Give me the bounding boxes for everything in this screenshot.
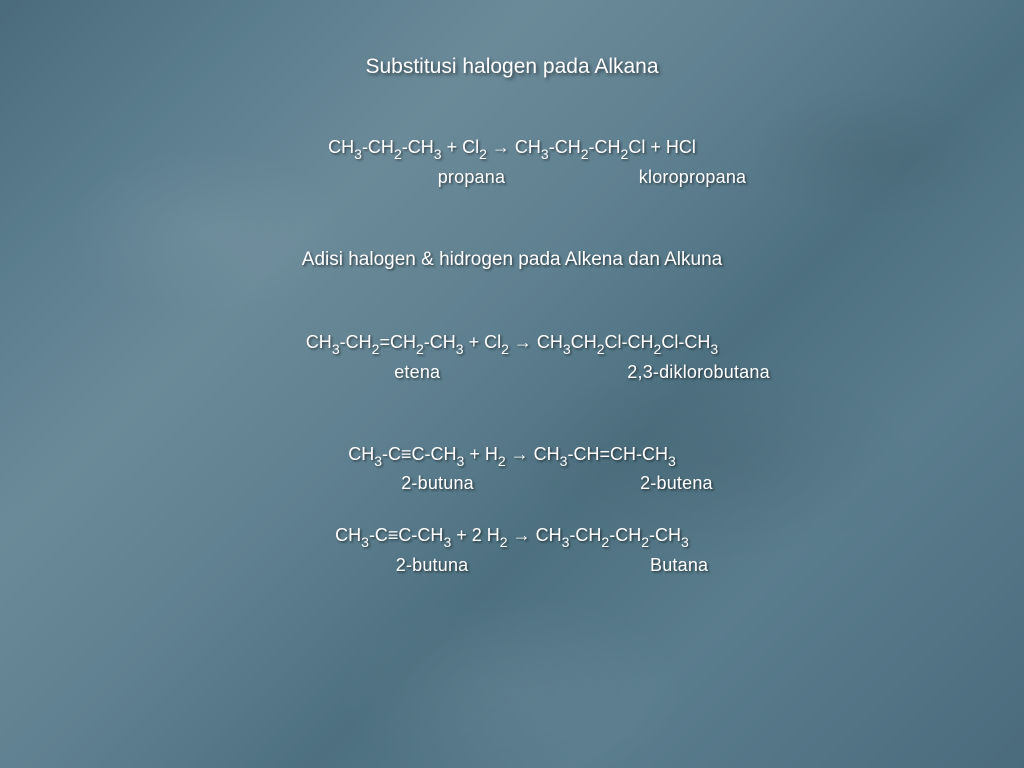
- reaction-3: CH3-C≡C-CH3 + H2 → CH3-CH=CH-CH3 2-butun…: [0, 441, 1024, 498]
- reaction-1-labels: propana kloropropana: [0, 164, 1024, 191]
- r2-label-left: etena: [394, 362, 440, 382]
- r1-reagents: 2: [479, 146, 487, 162]
- r3-lhs2: -C≡C-CH: [382, 444, 457, 464]
- r3-plus: +: [464, 444, 485, 464]
- r2-rhs1: CH: [537, 332, 563, 352]
- r3-arrow: →: [506, 444, 534, 464]
- r3-lhs2s: 3: [457, 453, 465, 469]
- r1-rhs2: -CH: [549, 137, 581, 157]
- r1-rhs3: -CH: [589, 137, 621, 157]
- r2-lhs1s: 3: [332, 341, 340, 357]
- r2-rhs3: Cl-CH: [605, 332, 654, 352]
- r2-rhs2s: 2: [597, 341, 605, 357]
- r1-reagent: Cl: [462, 137, 479, 157]
- r3-rhs2s: 3: [668, 453, 676, 469]
- r2-rhs2: CH: [571, 332, 597, 352]
- r1-rhs1s: 3: [541, 146, 549, 162]
- r3-rhs1: CH: [534, 444, 560, 464]
- r1-plus: +: [442, 137, 463, 157]
- r1-rhs1: CH: [515, 137, 541, 157]
- r2-rhs3s: 2: [654, 341, 662, 357]
- r2-reagent: Cl: [484, 332, 501, 352]
- r4-lhs1s: 3: [361, 534, 369, 550]
- r2-lhs4s: 3: [456, 341, 464, 357]
- r4-reagent: H: [487, 525, 500, 545]
- r4-rhs3: -CH: [609, 525, 641, 545]
- reaction-1-equation: CH3-CH2-CH3 + Cl2 → CH3-CH2-CH2Cl + HCl: [0, 134, 1024, 164]
- reaction-2-equation: CH3-CH2=CH2-CH3 + Cl2 → CH3CH2Cl-CH2Cl-C…: [0, 329, 1024, 359]
- r3-rhs1s: 3: [560, 453, 568, 469]
- r4-lhs2: -C≡C-CH: [369, 525, 444, 545]
- r2-rhs1s: 3: [563, 341, 571, 357]
- r2-lhs3s: 2: [416, 341, 424, 357]
- r2-reagents: 2: [501, 341, 509, 357]
- reaction-2: CH3-CH2=CH2-CH3 + Cl2 → CH3CH2Cl-CH2Cl-C…: [0, 329, 1024, 386]
- r1-rhs2s: 2: [581, 146, 589, 162]
- r2-label-right: 2,3-diklorobutana: [627, 362, 770, 382]
- r4-rhs1: CH: [536, 525, 562, 545]
- r1-lhs2s: 2: [394, 146, 402, 162]
- r3-reagents: 2: [498, 453, 506, 469]
- r1-lhs3: -CH: [402, 137, 434, 157]
- r2-arrow: →: [509, 332, 537, 352]
- reaction-3-labels: 2-butuna 2-butena: [0, 470, 1024, 497]
- r3-reagent: H: [485, 444, 498, 464]
- reaction-4-equation: CH3-C≡C-CH3 + 2 H2 → CH3-CH2-CH2-CH3: [0, 522, 1024, 552]
- slide-subtitle: Adisi halogen & hidrogen pada Alkena dan…: [0, 246, 1024, 275]
- reaction-1: CH3-CH2-CH3 + Cl2 → CH3-CH2-CH2Cl + HCl …: [0, 134, 1024, 191]
- r1-label-right: kloropropana: [639, 167, 746, 187]
- r2-lhs3: =CH: [379, 332, 416, 352]
- r1-lhs3s: 3: [434, 146, 442, 162]
- r2-lhs2s: 2: [372, 341, 380, 357]
- r4-plus: + 2: [451, 525, 487, 545]
- r3-label-left: 2-butuna: [401, 473, 474, 493]
- r2-lhs1: CH: [306, 332, 332, 352]
- r4-rhs4: -CH: [649, 525, 681, 545]
- r4-rhs3s: 2: [641, 534, 649, 550]
- r2-lhs2: -CH: [340, 332, 372, 352]
- r4-label-right: Butana: [650, 555, 708, 575]
- r2-plus: +: [464, 332, 485, 352]
- slide-title: Substitusi halogen pada Alkana: [0, 55, 1024, 79]
- r4-lhs1: CH: [335, 525, 361, 545]
- r1-lhs1: CH: [328, 137, 354, 157]
- r3-lhs1s: 3: [374, 453, 382, 469]
- r4-rhs2: -CH: [569, 525, 601, 545]
- reaction-2-labels: etena 2,3-diklorobutana: [0, 359, 1024, 386]
- r4-arrow: →: [508, 525, 536, 545]
- r4-reagents: 2: [500, 534, 508, 550]
- r2-rhs4: Cl-CH: [661, 332, 710, 352]
- r4-lhs2s: 3: [443, 534, 451, 550]
- r1-arrow: →: [487, 137, 515, 157]
- r1-lhs1s: 3: [354, 146, 362, 162]
- reaction-4: CH3-C≡C-CH3 + 2 H2 → CH3-CH2-CH2-CH3 2-b…: [0, 522, 1024, 579]
- r2-lhs4: -CH: [424, 332, 456, 352]
- r4-rhs4s: 3: [681, 534, 689, 550]
- r2-rhs4s: 3: [710, 341, 718, 357]
- r3-rhs2: -CH=CH-CH: [567, 444, 668, 464]
- r4-rhs1s: 3: [562, 534, 570, 550]
- r3-label-right: 2-butena: [640, 473, 713, 493]
- r1-lhs2: -CH: [362, 137, 394, 157]
- r3-lhs1: CH: [348, 444, 374, 464]
- r1-label-left: propana: [438, 167, 505, 187]
- r1-rhs3s: 2: [621, 146, 629, 162]
- slide: Substitusi halogen pada Alkana CH3-CH2-C…: [0, 0, 1024, 768]
- r1-rhs4: Cl + HCl: [628, 137, 696, 157]
- reaction-3-equation: CH3-C≡C-CH3 + H2 → CH3-CH=CH-CH3: [0, 441, 1024, 471]
- r4-label-left: 2-butuna: [396, 555, 469, 575]
- r4-rhs2s: 2: [601, 534, 609, 550]
- reaction-4-labels: 2-butuna Butana: [0, 552, 1024, 579]
